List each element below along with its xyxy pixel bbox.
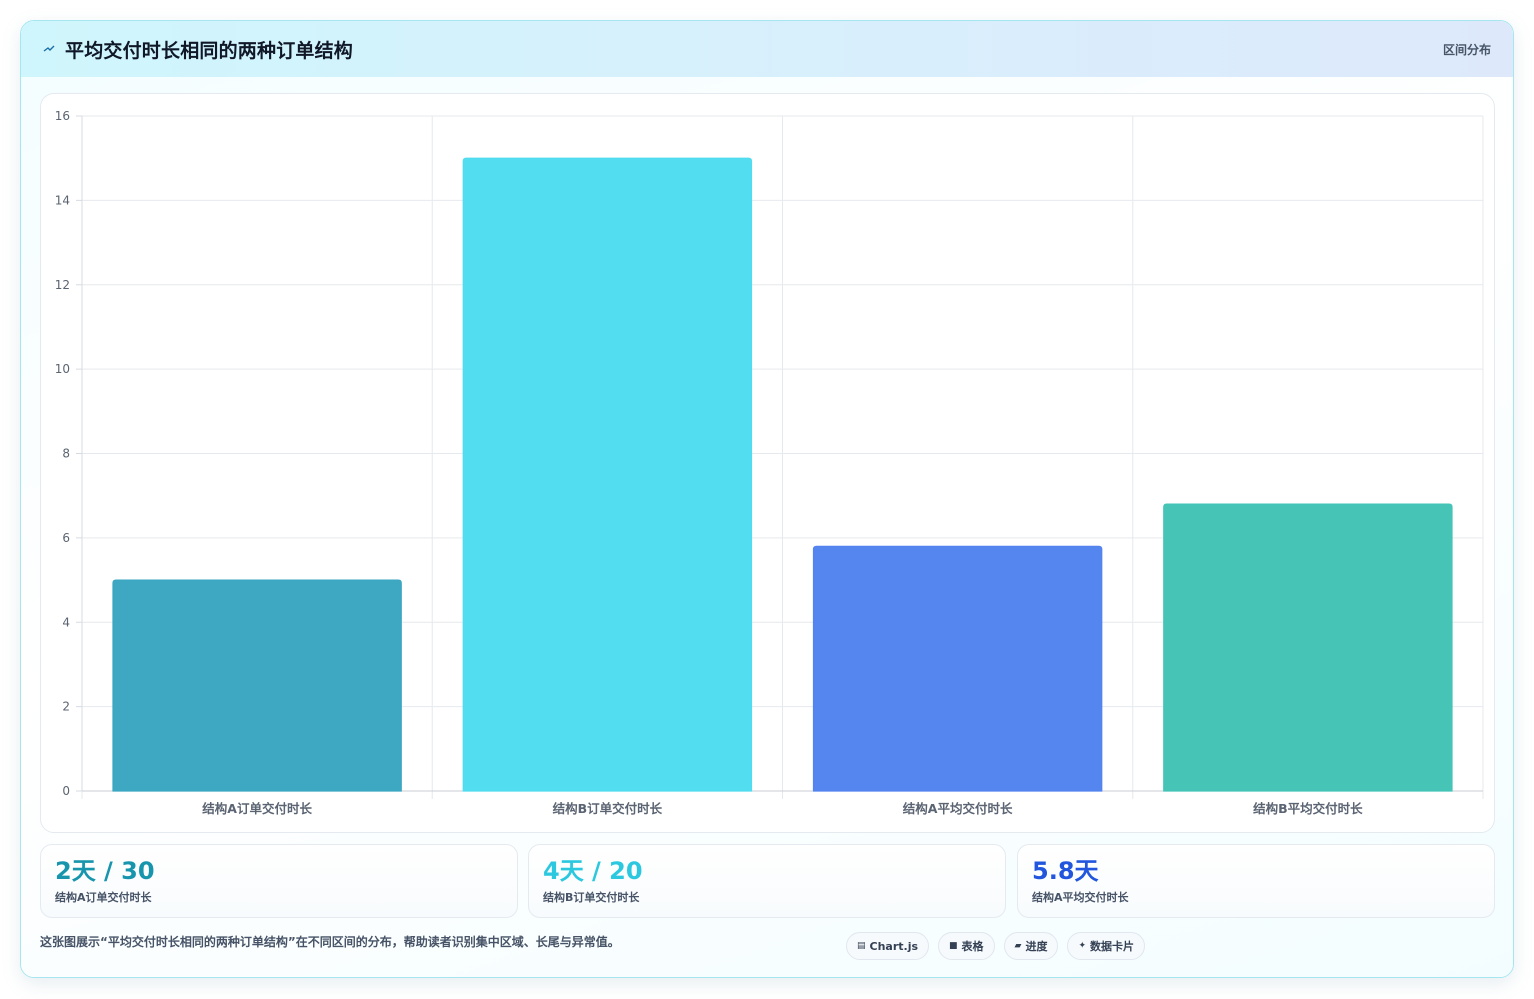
trend-icon — [43, 45, 55, 52]
chart-panel: 0 2 4 6 8 10 12 14 16 结构A订单交付时长 结构B订单交付时长 结构A平均交付时长… — [40, 93, 1495, 833]
y-tick-label: 10 — [55, 362, 70, 376]
chip-table[interactable]: ■ 表格 — [938, 932, 995, 960]
chip-label: 表格 — [961, 940, 984, 953]
bar — [1163, 503, 1453, 792]
y-tick-label: 4 — [62, 615, 70, 629]
chart-type-tag: 区间分布 — [1442, 42, 1491, 57]
chart-card: 平均交付时长相同的两种订单结构 区间分布 0 2 4 6 8 10 12 14 16 结构A订单交… — [20, 20, 1514, 978]
table-icon: ■ — [949, 941, 958, 951]
stat-label-1: 结构A订单交付时长 — [55, 891, 152, 904]
y-tick-label: 12 — [55, 278, 70, 292]
stat-card-3: 5.8天 结构A平均交付时长 — [1017, 844, 1495, 918]
bar-chart: 0 2 4 6 8 10 12 14 16 结构A订单交付时长 结构B订单交付时长 结构A平均交付时长… — [55, 109, 1484, 816]
chart-description: 这张图展示“平均交付时长相同的两种订单结构”在不同区间的分布，帮助读者识别集中区… — [40, 935, 620, 949]
stat-card-2: 4天 / 20 结构B订单交付时长 — [528, 844, 1006, 918]
y-tick-label: 6 — [62, 531, 70, 545]
title-wrap: 平均交付时长相同的两种订单结构 — [43, 36, 353, 63]
chip-label: 进度 — [1025, 940, 1048, 953]
y-tick-label: 0 — [62, 784, 70, 798]
chip-label: Chart.js — [869, 939, 919, 953]
x-tick-label: 结构A平均交付时长 — [903, 801, 1013, 816]
y-tick-label: 16 — [55, 109, 70, 123]
progress-icon: ▰ — [1014, 941, 1022, 951]
bar — [812, 545, 1103, 792]
stat-label-3: 结构A平均交付时长 — [1032, 891, 1129, 904]
x-tick-label: 结构B订单交付时长 — [553, 801, 663, 816]
page-title: 平均交付时长相同的两种订单结构 — [65, 39, 354, 62]
stat-value-3: 5.8天 — [1032, 857, 1099, 885]
feature-chips: ▤ Chart.js ■ 表格 ▰ 进度 ✦ 数据卡片 — [846, 932, 1146, 960]
y-tick-label: 8 — [62, 447, 70, 461]
y-tick-label: 14 — [55, 193, 70, 207]
card-icon: ✦ — [1078, 941, 1087, 951]
chip-progress[interactable]: ▰ 进度 — [1003, 932, 1059, 960]
x-tick-label: 结构B平均交付时长 — [1253, 801, 1363, 816]
stat-cards: 2天 / 30 结构A订单交付时长 4天 / 20 结构B订单交付时长 5.8天… — [40, 844, 1495, 918]
chart-icon: ▤ — [857, 941, 866, 951]
y-tick-label: 2 — [62, 700, 70, 714]
stat-card-1: 2天 / 30 结构A订单交付时长 — [40, 844, 518, 918]
stat-value-1: 2天 / 30 — [55, 857, 155, 885]
chip-data-card[interactable]: ✦ 数据卡片 — [1067, 932, 1146, 960]
stat-label-2: 结构B订单交付时长 — [543, 891, 640, 904]
bar — [112, 579, 402, 792]
stat-value-2: 4天 / 20 — [543, 857, 643, 885]
x-tick-label: 结构A订单交付时长 — [202, 801, 312, 816]
chip-chartjs[interactable]: ▤ Chart.js — [846, 932, 930, 960]
bar — [462, 157, 753, 792]
chip-label: 数据卡片 — [1090, 940, 1135, 953]
card-header: 平均交付时长相同的两种订单结构 区间分布 — [21, 21, 1513, 77]
